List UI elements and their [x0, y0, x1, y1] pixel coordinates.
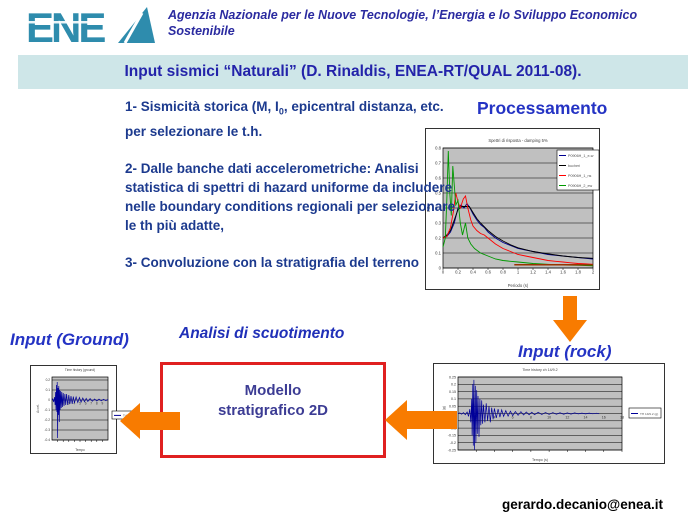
- svg-text:14: 14: [584, 416, 588, 420]
- bullet-list: 1- Sismicità storica (M, I0, epicentral …: [125, 97, 461, 290]
- svg-text:1: 1: [517, 270, 520, 275]
- processamento-label: Processamento: [477, 98, 608, 118]
- analisi-label: Analisi di scuotimento: [179, 325, 345, 342]
- svg-text:0.25: 0.25: [449, 375, 456, 379]
- svg-text:P0906H_2_ew: P0906H_2_ew: [568, 184, 593, 188]
- svg-text:Time history (ground): Time history (ground): [65, 368, 95, 372]
- svg-text:2: 2: [62, 402, 64, 406]
- svg-text:2: 2: [592, 270, 595, 275]
- modello-label: Modello stratigrafico 2D: [217, 382, 329, 419]
- svg-text:18: 18: [620, 416, 624, 420]
- svg-text:PSa: PSa: [426, 203, 431, 212]
- arrow-left-small-icon: [120, 403, 180, 439]
- svg-text:Periodo (s): Periodo (s): [508, 283, 529, 288]
- bullet-item-3: 3- Convoluzione con la stratigrafia del …: [125, 254, 420, 270]
- svg-text:0.05: 0.05: [449, 404, 456, 408]
- svg-text:0.2: 0.2: [455, 270, 461, 275]
- svg-text:4: 4: [74, 402, 76, 406]
- agency-name-line1: Agenzia Nazionale per le Nuove Tecnologi…: [168, 8, 638, 22]
- svg-text:8: 8: [96, 402, 98, 406]
- svg-text:6: 6: [85, 402, 87, 406]
- svg-text:10: 10: [547, 416, 551, 420]
- svg-text:1.2: 1.2: [530, 270, 536, 275]
- svg-text:bucheri: bucheri: [568, 164, 580, 168]
- svg-text:0.2: 0.2: [435, 235, 441, 240]
- chart-response-spectra: 0 0.1 0.2 0.3 0.4 0.5 0.6 0.7 0.8 0 0.2 0.4 0.6 0.8 1 1…: [425, 128, 600, 290]
- agency-name: Agenzia Nazionale per le Nuove Tecnologi…: [168, 7, 696, 39]
- svg-text:-0.4: -0.4: [45, 438, 51, 442]
- svg-text:8: 8: [530, 416, 532, 420]
- svg-text:0: 0: [442, 270, 445, 275]
- svg-text:3: 3: [68, 402, 70, 406]
- svg-text:0.2: 0.2: [46, 378, 51, 382]
- input-rock-label: Input (rock): [518, 342, 612, 361]
- svg-text:-0.2: -0.2: [45, 418, 51, 422]
- svg-text:0.7: 0.7: [435, 160, 441, 165]
- svg-text:12: 12: [565, 416, 569, 420]
- svg-text:-0.25: -0.25: [448, 448, 456, 452]
- svg-text:TH 14/9.2 (g): TH 14/9.2 (g): [640, 412, 658, 416]
- svg-text:0.8: 0.8: [500, 270, 506, 275]
- slide-title: Input sismici “Naturali” (D. Rinaldis, E…: [124, 63, 582, 80]
- svg-text:1.4: 1.4: [545, 270, 551, 275]
- svg-text:Time history ch 14/9.2: Time history ch 14/9.2: [522, 368, 557, 372]
- svg-text:0.5: 0.5: [435, 190, 441, 195]
- svg-text:7: 7: [90, 402, 92, 406]
- svg-text:5: 5: [79, 402, 81, 406]
- svg-text:0.3: 0.3: [435, 220, 441, 225]
- svg-text:0.2: 0.2: [451, 383, 456, 387]
- svg-text:Spettri di risposta - damping: Spettri di risposta - damping 5%: [488, 138, 548, 143]
- svg-text:0.1: 0.1: [435, 250, 441, 255]
- svg-text:Tempo: Tempo: [75, 448, 85, 452]
- svg-text:P0906H_1_ns: P0906H_1_ns: [568, 174, 592, 178]
- author-email: gerardo.decanio@enea.it: [502, 497, 663, 512]
- logo-letters: ENE: [28, 4, 105, 48]
- svg-text:1.6: 1.6: [560, 270, 566, 275]
- modello-box: Modello stratigrafico 2D: [160, 362, 386, 458]
- svg-text:4: 4: [493, 416, 495, 420]
- svg-text:0.8: 0.8: [435, 145, 441, 150]
- svg-text:-0.3: -0.3: [45, 428, 51, 432]
- svg-text:0: 0: [439, 265, 442, 270]
- bullet-item-1: 1- Sismicità storica (M, I0, epicentral …: [125, 99, 444, 139]
- svg-text:-0.15: -0.15: [448, 434, 456, 438]
- svg-text:Tempo (s): Tempo (s): [532, 458, 548, 462]
- svg-text:0.6: 0.6: [485, 270, 491, 275]
- svg-text:0: 0: [48, 398, 50, 402]
- svg-text:-0.1: -0.1: [45, 408, 51, 412]
- input-ground-label: Input (Ground): [10, 330, 129, 349]
- svg-text:0.4: 0.4: [435, 205, 441, 210]
- svg-text:0.6: 0.6: [435, 175, 441, 180]
- enea-logo-icon: ENE: [28, 4, 155, 48]
- svg-text:0.1: 0.1: [451, 397, 456, 401]
- svg-text:Accel.: Accel.: [36, 404, 40, 413]
- agency-name-line2: Sostenibile: [168, 24, 235, 38]
- svg-text:0.4: 0.4: [470, 270, 476, 275]
- svg-text:0.1: 0.1: [46, 388, 51, 392]
- chart-rock-time-history: 0.250.20.150.10.050-0.05-0.1-0.15-0.2-0.…: [433, 363, 665, 464]
- arrow-left-big-icon: [385, 400, 457, 440]
- svg-text:1.8: 1.8: [575, 270, 581, 275]
- slide-title-banner: Input sismici “Naturali” (D. Rinaldis, E…: [18, 55, 688, 89]
- svg-text:6: 6: [512, 416, 514, 420]
- bullet-item-2: 2- Dalle banche dati accelerometriche: A…: [125, 160, 456, 233]
- svg-text:P0906H_1_e-w: P0906H_1_e-w: [568, 154, 594, 158]
- svg-text:-0.2: -0.2: [450, 441, 456, 445]
- svg-text:16: 16: [602, 416, 606, 420]
- svg-text:9: 9: [102, 402, 104, 406]
- arrow-down-icon: [553, 296, 587, 342]
- svg-text:0.15: 0.15: [449, 390, 456, 394]
